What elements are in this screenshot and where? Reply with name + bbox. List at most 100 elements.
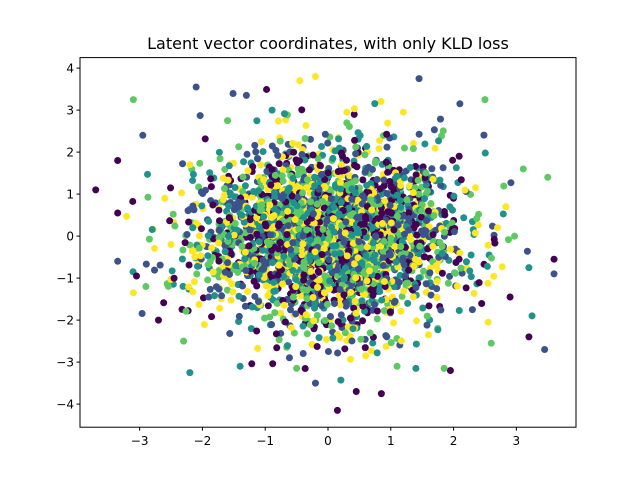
- data-point: [325, 285, 333, 293]
- data-point: [483, 262, 491, 270]
- data-point: [390, 226, 398, 234]
- data-point: [478, 300, 486, 308]
- data-point: [211, 292, 219, 300]
- data-point: [300, 261, 308, 269]
- data-point: [415, 258, 423, 266]
- data-point: [301, 156, 309, 164]
- data-point: [307, 267, 315, 275]
- data-point: [197, 252, 205, 260]
- data-point: [276, 137, 284, 145]
- data-point: [183, 230, 191, 238]
- data-point: [363, 142, 371, 150]
- data-point: [351, 189, 359, 197]
- data-point: [383, 333, 391, 341]
- data-point: [437, 306, 445, 314]
- data-point: [314, 155, 322, 163]
- data-point: [286, 306, 294, 314]
- data-point: [423, 321, 431, 329]
- data-point: [433, 277, 441, 285]
- data-point: [283, 230, 291, 238]
- data-point: [154, 316, 162, 324]
- data-point: [274, 117, 282, 125]
- data-point: [275, 160, 283, 168]
- data-point: [349, 325, 357, 333]
- data-point: [326, 277, 334, 285]
- x-tick-label: 1: [387, 434, 395, 448]
- data-point: [384, 119, 392, 127]
- data-point: [277, 309, 285, 317]
- data-point: [328, 322, 336, 330]
- data-point: [441, 211, 449, 219]
- data-point: [342, 299, 350, 307]
- data-point: [123, 212, 131, 220]
- data-point: [225, 162, 233, 170]
- data-point: [241, 182, 249, 190]
- data-point: [348, 195, 356, 203]
- data-point: [185, 261, 193, 269]
- data-point: [209, 268, 217, 276]
- data-point: [341, 264, 349, 272]
- data-point: [270, 189, 278, 197]
- data-point: [378, 296, 386, 304]
- data-point: [391, 297, 399, 305]
- data-point: [259, 265, 267, 273]
- data-point: [455, 306, 463, 314]
- data-point: [283, 240, 291, 248]
- y-tick-label: 2: [66, 145, 74, 159]
- data-point: [195, 300, 203, 308]
- data-point: [487, 339, 495, 347]
- data-point: [251, 141, 259, 149]
- data-point: [511, 232, 519, 240]
- data-point: [369, 280, 377, 288]
- data-point: [223, 286, 231, 294]
- data-point: [294, 141, 302, 149]
- data-point: [294, 165, 302, 173]
- data-point: [350, 105, 358, 113]
- data-point: [201, 135, 209, 143]
- data-point: [188, 247, 196, 255]
- data-point: [499, 210, 507, 218]
- data-point: [373, 176, 381, 184]
- data-point: [544, 173, 552, 181]
- data-point: [334, 349, 342, 357]
- data-point: [361, 344, 369, 352]
- data-point: [246, 233, 254, 241]
- data-point: [412, 171, 420, 179]
- data-point: [300, 213, 308, 221]
- data-point: [271, 171, 279, 179]
- data-point: [284, 187, 292, 195]
- data-point: [409, 139, 417, 147]
- data-point: [355, 265, 363, 273]
- data-point: [414, 176, 422, 184]
- data-point: [393, 172, 401, 180]
- data-point: [320, 275, 328, 283]
- data-point: [450, 269, 458, 277]
- data-point: [228, 280, 236, 288]
- data-point: [359, 317, 367, 325]
- data-point: [234, 198, 242, 206]
- data-point: [386, 308, 394, 316]
- data-point: [396, 197, 404, 205]
- data-point: [410, 262, 418, 270]
- data-point: [208, 244, 216, 252]
- data-point: [379, 261, 387, 269]
- data-point: [484, 279, 492, 287]
- data-points: [92, 73, 558, 414]
- data-point: [337, 149, 345, 157]
- data-point: [306, 236, 314, 244]
- data-point: [336, 249, 344, 257]
- data-point: [444, 279, 452, 287]
- data-point: [324, 348, 332, 356]
- data-point: [349, 239, 357, 247]
- data-point: [355, 238, 363, 246]
- data-point: [294, 171, 302, 179]
- data-point: [400, 174, 408, 182]
- data-point: [280, 110, 288, 118]
- data-point: [352, 150, 360, 158]
- data-point: [287, 324, 295, 332]
- data-point: [367, 347, 375, 355]
- data-point: [221, 248, 229, 256]
- data-point: [424, 207, 432, 215]
- data-point: [335, 210, 343, 218]
- data-point: [369, 239, 377, 247]
